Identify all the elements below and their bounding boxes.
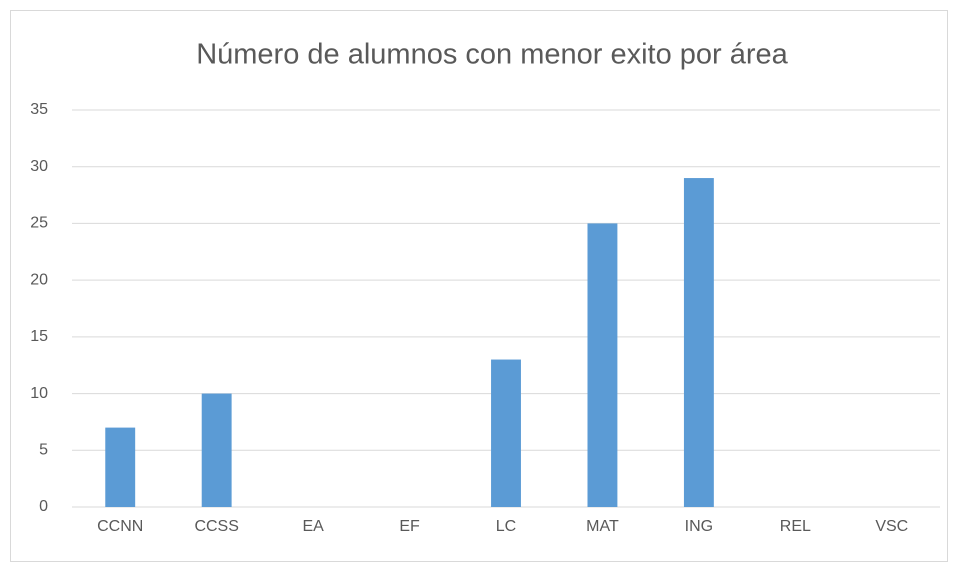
bar [201, 393, 232, 507]
bar [105, 427, 136, 507]
x-tick-label: VSC [875, 518, 908, 535]
y-tick-label: 30 [30, 158, 48, 175]
x-tick-label: CCNN [97, 518, 143, 535]
x-tick-label: REL [780, 518, 811, 535]
y-tick-label: 15 [30, 328, 48, 345]
bar [683, 178, 714, 508]
y-tick-label: 25 [30, 215, 48, 232]
bar [587, 223, 618, 507]
x-tick-label: MAT [586, 518, 619, 535]
chart-title: Número de alumnos con menor exito por ár… [196, 39, 788, 71]
x-tick-label: EA [302, 518, 324, 535]
y-tick-label: 35 [30, 101, 48, 118]
x-tick-label: ING [685, 518, 713, 535]
chart-border [10, 10, 948, 562]
bar [491, 359, 521, 507]
y-tick-label: 0 [39, 498, 48, 515]
y-tick-label: 20 [30, 271, 48, 288]
x-tick-label: CCSS [194, 518, 238, 535]
y-tick-label: 10 [30, 385, 48, 402]
x-tick-label: EF [399, 518, 420, 535]
x-tick-label: LC [496, 518, 516, 535]
y-tick-label: 5 [39, 442, 48, 459]
